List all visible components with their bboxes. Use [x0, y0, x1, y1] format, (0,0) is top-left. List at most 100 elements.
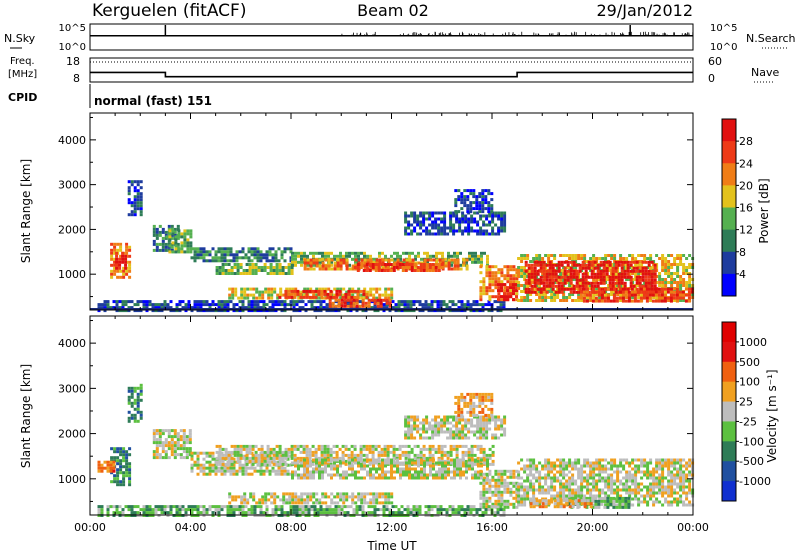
echo-cell	[300, 461, 303, 465]
echo-cell	[248, 444, 252, 448]
echo-cell	[390, 473, 393, 477]
echo-cell	[329, 295, 333, 299]
echo-cell	[452, 415, 456, 419]
echo-cell	[687, 296, 691, 300]
echo-cell	[367, 304, 371, 308]
echo-cell	[199, 451, 203, 455]
echo-cell	[343, 298, 347, 302]
echo-cell	[359, 462, 363, 466]
echo-cell	[387, 476, 390, 480]
echo-cell	[183, 241, 187, 245]
echo-cell	[637, 263, 641, 266]
echo-cell	[410, 269, 414, 272]
echo-cell	[301, 306, 305, 310]
echo-cell	[357, 470, 360, 474]
echo-cell	[569, 260, 573, 264]
echo-cell	[376, 304, 380, 308]
echo-cell	[463, 198, 467, 202]
echo-cell	[517, 299, 521, 302]
echo-cell	[407, 424, 411, 428]
echo-cell	[351, 498, 355, 502]
echo-cell	[488, 283, 492, 287]
echo-cell	[638, 290, 642, 294]
echo-cell	[491, 280, 495, 284]
echo-cell	[434, 421, 438, 425]
echo-cell	[500, 271, 504, 275]
echo-cell	[460, 201, 464, 205]
echo-cell	[479, 418, 483, 422]
echo-cell	[569, 278, 573, 282]
echo-cell	[464, 436, 468, 440]
echo-cell	[377, 450, 381, 454]
echo-cell	[527, 272, 531, 276]
echo-cell	[503, 220, 507, 224]
echo-cell	[596, 284, 600, 288]
echo-cell	[413, 427, 417, 431]
echo-cell	[119, 242, 123, 246]
echo-cell	[312, 473, 315, 477]
echo-cell	[339, 261, 343, 265]
echo-cell	[445, 303, 449, 307]
echo-cell	[297, 254, 300, 258]
echo-cell	[545, 275, 549, 279]
echo-cell	[580, 257, 584, 260]
echo-cell	[130, 204, 134, 208]
echo-cell	[500, 217, 504, 221]
echo-cell	[286, 454, 290, 458]
echo-cell	[450, 470, 453, 474]
echo-cell	[469, 189, 473, 193]
echo-cell	[494, 283, 498, 287]
echo-cell	[431, 211, 435, 215]
echo-cell	[438, 461, 441, 465]
echo-cell	[315, 470, 318, 474]
echo-cell	[473, 433, 477, 437]
echo-cell	[208, 469, 212, 473]
echo-cell	[326, 444, 330, 448]
echo-cell	[176, 432, 180, 436]
echo-cell	[136, 404, 140, 408]
echo-cell	[247, 472, 251, 476]
echo-cell	[559, 299, 563, 302]
echo-cell	[258, 296, 262, 300]
echo-cell	[663, 296, 667, 300]
echo-cell	[491, 295, 495, 299]
echo-cell	[176, 441, 180, 445]
echo-cell	[155, 447, 159, 451]
echo-cell	[113, 456, 117, 460]
colorbar-tick-label: 28	[739, 135, 753, 148]
echo-cell	[169, 300, 173, 304]
echo-cell	[284, 289, 288, 293]
echo-cell	[557, 275, 561, 279]
echo-cell	[208, 466, 212, 470]
echo-cell	[325, 303, 329, 307]
echo-cell	[647, 275, 651, 279]
echo-cell	[318, 296, 322, 300]
echo-cell	[177, 247, 181, 251]
echo-cell	[482, 450, 486, 454]
echo-cell	[506, 271, 510, 275]
echo-cell	[430, 306, 434, 310]
echo-cell	[227, 453, 231, 457]
echo-cell	[175, 309, 179, 313]
echo-cell	[211, 451, 215, 455]
echo-cell	[407, 415, 411, 419]
echo-cell	[186, 241, 190, 245]
echo-cell	[428, 217, 432, 221]
echo-cell	[350, 462, 354, 466]
echo-cell	[305, 456, 309, 460]
echo-cell	[500, 226, 504, 230]
echo-cell	[274, 300, 278, 304]
echo-cell	[407, 263, 411, 266]
echo-cell	[626, 272, 630, 276]
echo-cell	[407, 427, 411, 431]
echo-cell	[319, 303, 323, 307]
echo-cell	[458, 415, 462, 419]
echo-cell	[282, 498, 286, 502]
echo-cell	[593, 266, 597, 270]
echo-cell	[506, 274, 510, 278]
echo-cell	[673, 281, 677, 284]
echo-cell	[641, 266, 645, 270]
echo-cell	[164, 429, 168, 433]
echo-cell	[287, 292, 291, 296]
echo-cell	[548, 272, 552, 276]
